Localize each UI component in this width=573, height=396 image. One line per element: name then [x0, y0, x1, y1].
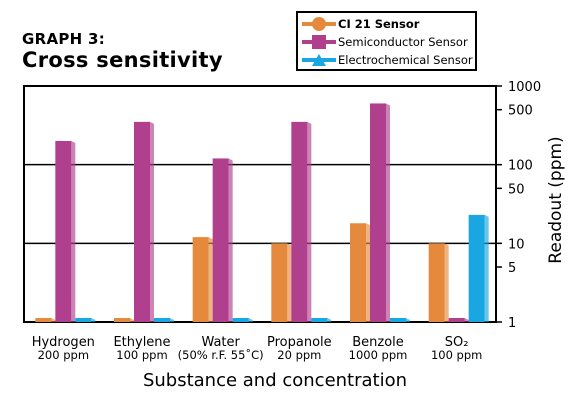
bar-side	[327, 318, 332, 322]
category-concentration: 200 ppm	[37, 348, 90, 362]
plot-area	[23, 85, 497, 323]
legend-label: Semiconductor Sensor	[338, 34, 468, 49]
category-name: Water	[201, 335, 240, 350]
category-name: SO₂	[444, 335, 469, 350]
legend-key	[302, 53, 336, 67]
bar-side	[170, 318, 174, 322]
y-tick-label: 50	[508, 182, 525, 197]
bar-side	[150, 121, 154, 323]
bar-side	[406, 318, 410, 322]
y-tick-label: 5	[508, 261, 516, 276]
y-tick-label: 500	[508, 104, 533, 119]
category-concentration: (50% r.F. 55˚C)	[177, 348, 264, 362]
triangle-icon	[312, 53, 326, 66]
y-tick-label: 1000	[508, 80, 541, 95]
bar-side	[228, 158, 233, 322]
category-concentration: 1000 ppm	[348, 348, 408, 362]
x-category-label: Hydrogen 200 ppm	[8, 336, 118, 362]
bar	[291, 121, 308, 323]
bar-side	[208, 237, 213, 322]
legend-key	[302, 34, 336, 49]
bar-side	[71, 140, 76, 322]
category-concentration: 100 ppm	[430, 348, 483, 362]
bar	[134, 121, 150, 323]
category-concentration: 100 ppm	[116, 348, 168, 362]
y-tick-label: 100	[508, 159, 533, 174]
legend-key	[302, 16, 336, 31]
bar-side	[484, 214, 489, 322]
bar	[114, 318, 130, 322]
bar	[35, 318, 52, 322]
bar	[468, 214, 485, 322]
bar	[311, 318, 328, 322]
x-category-label: Water (50% r.F. 55˚C)	[166, 336, 276, 362]
bar-side	[366, 223, 370, 322]
x-category-label: Benzole 1000 ppm	[323, 336, 433, 362]
bar	[271, 243, 288, 322]
x-axis-title: Substance and concentration	[142, 370, 408, 391]
bar	[390, 318, 406, 322]
chart-title: Cross sensitivity	[22, 48, 223, 72]
bar	[212, 158, 229, 322]
bar	[55, 140, 72, 322]
graph-label: GRAPH 3:	[22, 30, 106, 48]
bar-side	[386, 103, 390, 322]
x-category-label: SO₂ 100 ppm	[402, 336, 512, 362]
bar	[428, 243, 445, 322]
category-name: Propanole	[267, 335, 332, 350]
bar-side	[464, 318, 469, 322]
legend: CI 21 Sensor Semiconductor Sensor Electroc…	[296, 11, 477, 71]
bar-side	[130, 318, 134, 322]
square-icon	[312, 34, 326, 49]
bar-side	[91, 318, 96, 322]
category-name: Hydrogen	[31, 335, 95, 350]
bar	[350, 223, 366, 322]
category-concentration: 20 ppm	[277, 348, 322, 362]
legend-label: Electrochemical Sensor	[338, 52, 473, 67]
y-tick-label: 1	[508, 316, 516, 331]
bar-side	[51, 318, 56, 322]
bar-side	[248, 318, 253, 322]
legend-item: Semiconductor Sensor	[302, 33, 468, 50]
x-category-label: Propanole 20 ppm	[244, 336, 354, 362]
category-name: Ethylene	[113, 335, 171, 350]
circle-icon	[312, 16, 326, 31]
legend-item: CI 21 Sensor	[302, 15, 419, 32]
bar	[370, 103, 386, 322]
bar-side	[287, 243, 292, 322]
bar-side	[444, 243, 449, 322]
legend-item: Electrochemical Sensor	[302, 51, 473, 68]
bar	[75, 318, 92, 322]
bar	[448, 318, 465, 322]
bar-side	[307, 121, 312, 323]
x-category-label: Ethylene 100 ppm	[87, 336, 197, 362]
category-name: Benzole	[352, 335, 404, 350]
legend-label: CI 21 Sensor	[338, 16, 420, 31]
bar	[154, 318, 170, 322]
bar	[192, 237, 209, 322]
y-tick-label: 10	[508, 237, 525, 252]
y-axis-title: Readout (ppm)	[546, 136, 566, 264]
bar	[232, 318, 249, 322]
